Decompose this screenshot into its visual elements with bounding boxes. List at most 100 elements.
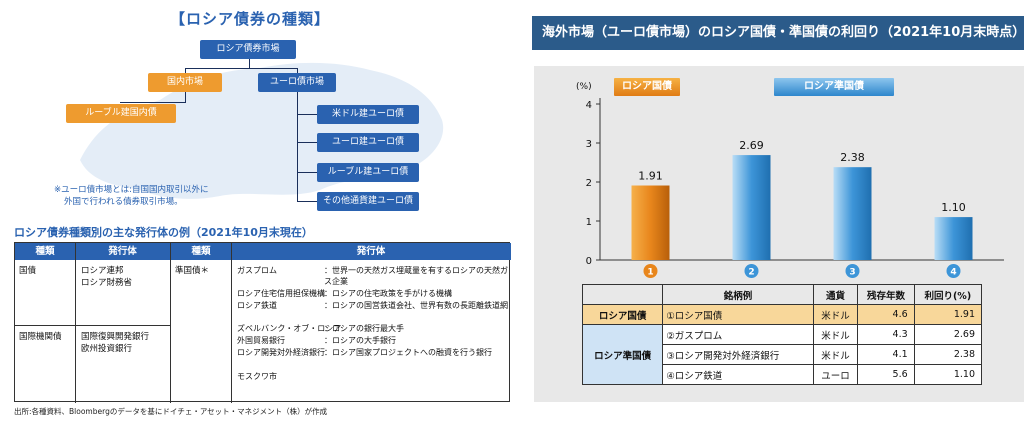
table-row: ロシア準国債 ②ガスプロム 米ドル 4.3 2.69 xyxy=(581,324,983,385)
table-cell-name: ③ロシア開発対外経済銀行 xyxy=(662,344,814,365)
table-cell-currency: 米ドル xyxy=(812,344,859,365)
category-marker xyxy=(946,264,961,278)
page-title: 【ロシア債券の種類】 xyxy=(169,10,330,28)
table-header-yield: 利回り(%) xyxy=(913,284,983,305)
bar xyxy=(631,185,670,260)
quasi-entry: モスクワ市 xyxy=(237,371,322,382)
quasi-org: ガスプロム xyxy=(237,266,277,275)
quasi-org: ロシア開発対外経済銀行 xyxy=(237,348,325,357)
y-tick-label: 2 xyxy=(586,178,592,189)
euro-market-note: ※ユーロ債市場とは:自国国内取引以外に 外国で行われる債券取引市場。 xyxy=(54,184,209,208)
issuers-table-title: ロシア債券種類別の主な発行体の例（2021年10月末現在） xyxy=(14,226,313,239)
quasi-desc: ：ロシアの国営鉄道会社、世界有数の長距離鉄道網 xyxy=(324,301,508,310)
issuers-header-issuer-1: 発行体 xyxy=(75,243,170,260)
yield-bar-chart: 0 1 2 3 4 1.91 1 2.69 2 2.38 3 1.10 4 xyxy=(586,98,1004,278)
bar-value-label: 1.91 xyxy=(638,170,663,183)
legend-quasi-bond: ロシア準国債 xyxy=(774,78,894,96)
issuers-header-type-1: 種類 xyxy=(15,243,75,260)
quasi-entry: ズベルバンク・オブ・ロシア ：ロシアの銀行最大手 xyxy=(237,323,404,334)
yield-panel: 海外市場（ユーロ債市場）のロシア国債・準国債の利回り（2021年10月末時点） … xyxy=(532,0,1024,423)
y-tick-label: 1 xyxy=(586,217,592,228)
issuers-header-type-2: 種類 xyxy=(171,243,231,260)
category-marker xyxy=(845,264,860,278)
bar-value-label: 2.69 xyxy=(739,139,764,152)
category-label: 2 xyxy=(748,268,754,278)
category-label: 1 xyxy=(647,268,653,278)
y-tick-label: 0 xyxy=(586,256,592,267)
bar xyxy=(833,167,872,260)
bond-types-panel: 【ロシア債券の種類】 ロシア債券市場 国内市場 ユーロ債市場 ルーブル建国内債 … xyxy=(14,10,511,416)
table-cell-currency: ユーロ xyxy=(812,364,859,385)
issuer-govt-2: ロシア財務省 xyxy=(81,278,133,288)
table-cell-years: 5.6 xyxy=(857,364,915,385)
category-marker xyxy=(643,264,658,278)
issuer-type-intl: 国際機関債 xyxy=(19,332,62,342)
tree-node-eur-euro: ユーロ建ユーロ債 xyxy=(317,133,419,152)
quasi-entry: ロシア住宅信用担保機構 ：ロシアの住宅政策を手がける機構 xyxy=(237,288,452,299)
quasi-org: ロシア住宅信用担保機構 xyxy=(237,289,325,298)
table-row: ③ロシア開発対外経済銀行 米ドル 4.1 2.38 xyxy=(583,344,983,365)
table-cell-currency: 米ドル xyxy=(812,324,859,345)
quasi-entry: ロシア鉄道 ：ロシアの国営鉄道会社、世界有数の長距離鉄道網 xyxy=(237,300,508,311)
tree-node-other-euro: その他通貨建ユーロ債 xyxy=(317,192,419,211)
issuer-intl-1: 国際復興開発銀行 xyxy=(81,332,150,342)
table-cell-name: ④ロシア鉄道 xyxy=(662,364,814,385)
table-header-name: 銘柄例 xyxy=(662,284,814,305)
table-cell-yield: 2.38 xyxy=(913,344,983,365)
issuer-intl-2: 欧州投資銀行 xyxy=(81,344,133,354)
issuer-type-quasi: 準国債＊ xyxy=(175,266,210,276)
table-cell-name: ②ガスプロム xyxy=(662,324,814,345)
yield-table: 銘柄例 通貨 残存年数 利回り(%) ロシア国債 ①ロシア国債 米ドル 4.6 … xyxy=(581,284,983,385)
y-tick-label: 3 xyxy=(586,139,592,150)
quasi-entry: ガスプロム ：世界一の天然ガス埋蔵量を有するロシアの天然ガス企業 xyxy=(237,265,508,286)
table-cell-years: 4.3 xyxy=(857,324,915,345)
table-row: ロシア国債 ①ロシア国債 米ドル 4.6 1.91 xyxy=(581,304,983,325)
bar-value-label: 1.10 xyxy=(941,201,966,214)
issuer-govt-1: ロシア連邦 xyxy=(81,266,124,276)
bar-value-label: 2.38 xyxy=(840,151,865,164)
quasi-desc: ：ロシアの銀行最大手 xyxy=(324,324,404,333)
table-category-quasi: ロシア準国債 xyxy=(581,324,664,385)
tree-node-root: ロシア債券市場 xyxy=(200,40,296,59)
quasi-desc: ：ロシア国家プロジェクトへの融資を行う銀行 xyxy=(324,348,492,357)
bar xyxy=(934,217,973,260)
quasi-org: ズベルバンク・オブ・ロシア xyxy=(237,324,342,333)
category-label: 4 xyxy=(950,268,956,278)
tree-node-euro: ユーロ債市場 xyxy=(258,73,336,92)
tree-node-rub-euro: ルーブル建ユーロ債 xyxy=(317,163,419,182)
table-cell-years: 4.1 xyxy=(857,344,915,365)
table-cell-currency: 米ドル xyxy=(812,304,859,325)
bar xyxy=(732,155,771,260)
table-cell-yield: 2.69 xyxy=(913,324,983,345)
legend-gov-bond: ロシア国債 xyxy=(614,78,680,96)
note-line-1: ※ユーロ債市場とは:自国国内取引以外に xyxy=(54,185,209,195)
table-cell-name: ①ロシア国債 xyxy=(662,304,814,325)
table-cell-years: 4.6 xyxy=(857,304,915,325)
note-line-2: 外国で行われる債券取引市場。 xyxy=(64,197,183,207)
quasi-org: モスクワ市 xyxy=(237,372,277,381)
quasi-desc: ：ロシアの大手銀行 xyxy=(324,336,396,345)
tree-node-usd-euro: 米ドル建ユーロ債 xyxy=(317,105,419,124)
quasi-entry: 外国貿易銀行 ：ロシアの大手銀行 xyxy=(237,335,396,346)
issuers-header-issuer-2: 発行体 xyxy=(231,243,511,260)
chart-area: (%) ロシア国債 ロシア準国債 0 1 2 3 4 1.91 1 2.69 2 2.38 3 1.1… xyxy=(534,66,1024,402)
y-tick-label: 4 xyxy=(586,100,592,111)
quasi-org: ロシア鉄道 xyxy=(237,301,277,310)
table-category-gov: ロシア国債 xyxy=(581,304,664,325)
quasi-entry: ロシア開発対外経済銀行 ：ロシア国家プロジェクトへの融資を行う銀行 xyxy=(237,347,492,358)
y-axis-unit: (%) xyxy=(576,82,592,92)
category-label: 3 xyxy=(849,268,855,278)
table-header-currency: 通貨 xyxy=(812,284,859,305)
table-header-blank xyxy=(581,284,664,305)
tree-node-ruble-domestic: ルーブル建国内債 xyxy=(66,104,176,123)
quasi-desc: ：ロシアの住宅政策を手がける機構 xyxy=(324,289,452,298)
quasi-desc: ：世界一の天然ガス埋蔵量を有するロシアの天然ガス企業 xyxy=(324,266,508,286)
table-row: ④ロシア鉄道 ユーロ 5.6 1.10 xyxy=(583,364,983,385)
quasi-org: 外国貿易銀行 xyxy=(237,336,285,345)
category-marker xyxy=(744,264,759,278)
tree-node-domestic: 国内市場 xyxy=(148,73,222,92)
yield-panel-title: 海外市場（ユーロ債市場）のロシア国債・準国債の利回り（2021年10月末時点） xyxy=(532,16,1024,50)
table-cell-yield: 1.91 xyxy=(913,304,983,325)
issuers-table: 種類 発行体 種類 発行体 国債 ロシア連邦 ロシア財務省 国際機関債 国際復興… xyxy=(14,242,511,403)
source-note: 出所:各種資料、Bloombergのデータを基にドイチェ・アセット・マネジメント… xyxy=(14,407,328,416)
